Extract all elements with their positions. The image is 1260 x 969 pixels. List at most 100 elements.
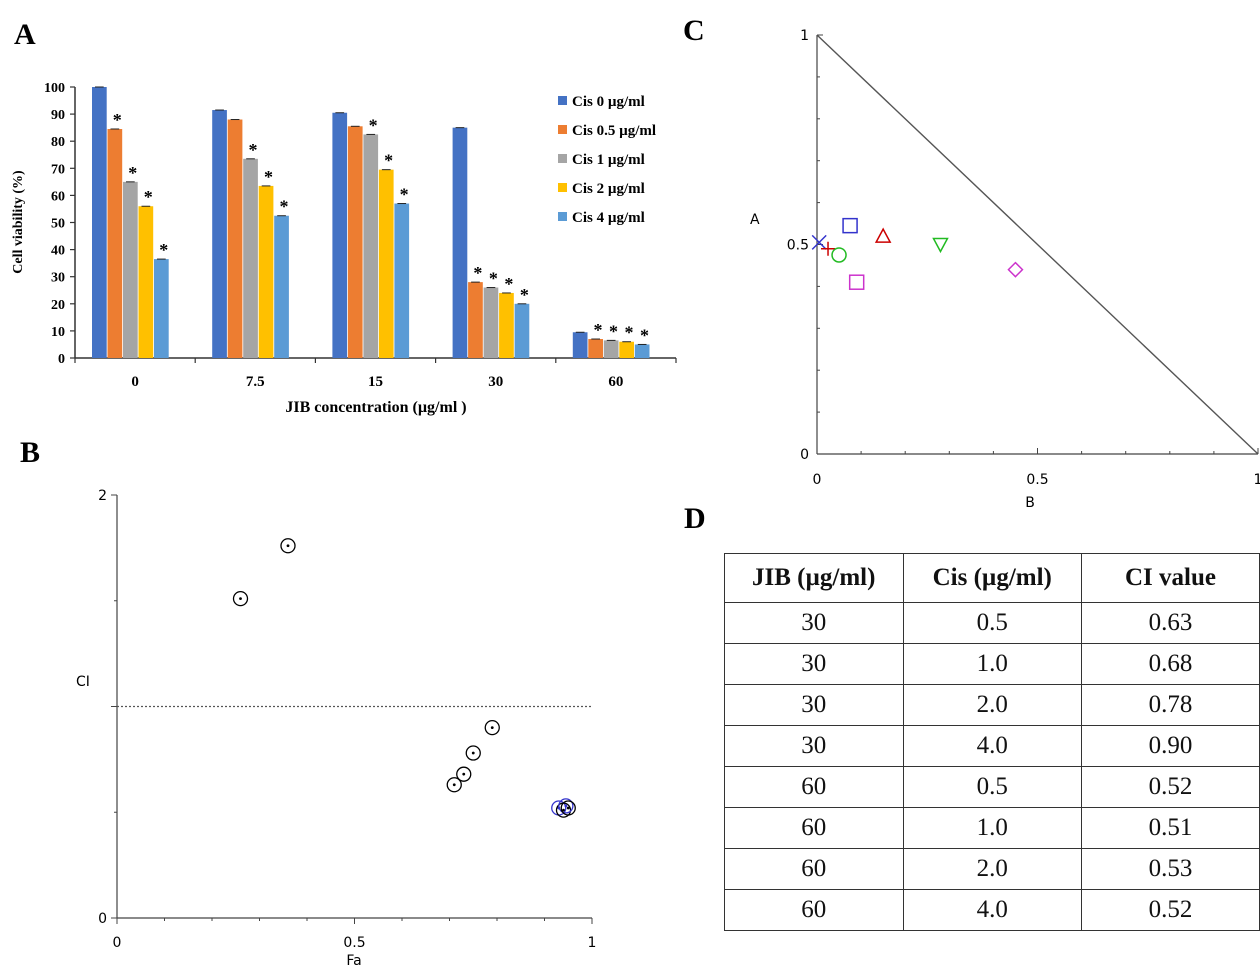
chart-a-significance-star: *	[489, 269, 498, 289]
chart-b-point-center	[490, 726, 494, 730]
table-cell: 0.52	[1081, 766, 1260, 808]
chart-b-point-center	[564, 804, 568, 808]
table-cell: 0.5	[902, 766, 1082, 808]
chart-b-x-tick-label: 0	[113, 935, 122, 951]
table-cell: 2.0	[902, 684, 1082, 726]
chart-a-bar	[92, 87, 107, 358]
chart-a-bar	[212, 110, 227, 358]
chart-a-significance-star: *	[144, 187, 153, 207]
chart-a-x-tick-label: 60	[608, 374, 623, 390]
chart-a-y-tick-label: 100	[44, 81, 65, 96]
chart-b-point	[560, 800, 576, 816]
chart-a-x-tick-label: 15	[368, 374, 383, 390]
chart-a-significance-star: *	[159, 240, 168, 260]
chart-b-y-label: CI	[76, 674, 90, 690]
chart-a-bar	[483, 287, 499, 358]
table-cell: 30	[724, 725, 904, 767]
table-header-jib: JIB (µg/ml)	[724, 553, 904, 603]
chart-a-significance-star: *	[594, 320, 603, 340]
chart-a-x-tick-label: 30	[488, 374, 503, 390]
chart-a-significance-star: *	[279, 197, 288, 217]
chart-a-significance-star: *	[248, 140, 257, 160]
chart-a-y-tick-label: 60	[51, 189, 65, 204]
chart-c-point-diamond-marker	[1007, 261, 1024, 278]
chart-a-y-tick-label: 80	[51, 135, 65, 150]
chart-a-legend-swatch	[558, 183, 567, 192]
table-row: 30 1.0 0.68	[724, 643, 1260, 685]
chart-a-significance-star: *	[640, 325, 649, 345]
chart-c-x-label: B	[1025, 495, 1035, 511]
chart-c-point-square-marker	[848, 274, 865, 290]
chart-c-y-label: A	[750, 212, 760, 228]
chart-a-x-tick-label: 7.5	[246, 374, 265, 390]
chart-a-bar	[634, 344, 650, 358]
chart-a-significance-star: *	[369, 115, 378, 135]
chart-b-x-tick-label: 1	[588, 935, 597, 951]
table-cell: 0.52	[1081, 889, 1260, 931]
table-cell: 30	[724, 602, 904, 644]
chart-a-bar	[619, 341, 634, 358]
chart-c-point-circle-marker	[831, 247, 847, 263]
chart-a-bar	[258, 185, 274, 358]
panel-label-a: A	[14, 18, 36, 51]
chart-a-y-tick-label: 20	[51, 298, 65, 313]
chart-a-legend-label: Cis 2 µg/ml	[572, 181, 645, 197]
table-cell: 0.78	[1081, 684, 1260, 726]
chart-a-bar	[138, 206, 154, 358]
chart-a-bar	[499, 292, 514, 358]
chart-a-bar	[123, 181, 138, 358]
chart-b-x-label: Fa	[346, 953, 361, 969]
chart-b-point	[456, 766, 472, 782]
chart-a-bar	[107, 129, 123, 358]
chart-b-point	[558, 798, 574, 814]
chart-b-point	[232, 590, 249, 607]
table-header-cis: Cis (µg/ml)	[902, 553, 1082, 603]
chart-c-point-triangle-up-marker	[874, 227, 892, 243]
chart-c-x-tick-label: 0	[813, 472, 822, 488]
chart-a-bar	[347, 126, 363, 358]
chart-b-point-center	[462, 772, 466, 776]
chart-a-significance-star: *	[473, 263, 482, 283]
chart-b-point	[465, 745, 481, 761]
chart-a-x-label: JIB concentration (µg/ml )	[285, 399, 466, 416]
chart-a-bar	[452, 127, 468, 359]
table-row: 60 0.5 0.52	[724, 766, 1260, 808]
chart-b-point-center	[286, 544, 290, 548]
table-cell: 0.68	[1081, 643, 1260, 685]
chart-c-isobologram: 0 0.5 1 0 0.5 1 A B	[750, 28, 1260, 511]
chart-a-bar	[363, 134, 379, 358]
chart-c-y-tick-label: 0	[800, 447, 809, 463]
chart-a-bar	[154, 259, 169, 358]
chart-a-significance-star: *	[113, 110, 122, 130]
table-header-row: JIB (µg/ml) Cis (µg/ml) CI value	[724, 553, 1260, 603]
chart-c-point-square-marker	[842, 217, 858, 234]
table-row: 30 4.0 0.90	[724, 725, 1260, 767]
table-row: 30 2.0 0.78	[724, 684, 1260, 726]
table-row: 60 2.0 0.53	[724, 848, 1260, 890]
chart-b-scatter: 0 0.5 1 0 2 CI Fa	[76, 488, 596, 969]
table-cell: 0.5	[902, 602, 1082, 644]
table-cell: 2.0	[902, 848, 1082, 890]
table-cell: 1.0	[902, 643, 1082, 685]
chart-b-point-center	[239, 597, 242, 601]
chart-c-isobologram-line	[816, 34, 1259, 455]
chart-a-bar: 0 10 20 30 40 50 60 70 80 90 100 0 7.5 15 30 60 * * * * * *…	[11, 81, 677, 416]
chart-a-significance-star: *	[625, 323, 634, 343]
chart-c-y-tick-label: 1	[800, 28, 809, 44]
chart-a-legend-label: Cis 0.5 µg/ml	[572, 123, 656, 139]
chart-b-y-tick-label: 0	[98, 911, 107, 927]
chart-a-legend-swatch	[558, 125, 567, 134]
chart-a-significance-star: *	[520, 285, 529, 305]
chart-a-bar	[603, 340, 619, 358]
chart-b-y-tick-label: 2	[98, 488, 107, 504]
table-cell: 30	[724, 643, 904, 685]
table-cell: 30	[724, 684, 904, 726]
chart-a-bar	[514, 303, 530, 358]
chart-a-y-tick-label: 30	[51, 271, 65, 286]
table-row: 60 4.0 0.52	[724, 889, 1260, 931]
chart-a-significance-star: *	[128, 163, 137, 183]
chart-a-bar	[378, 169, 394, 358]
chart-b-point-center	[562, 808, 565, 812]
chart-a-significance-star: *	[264, 167, 273, 187]
